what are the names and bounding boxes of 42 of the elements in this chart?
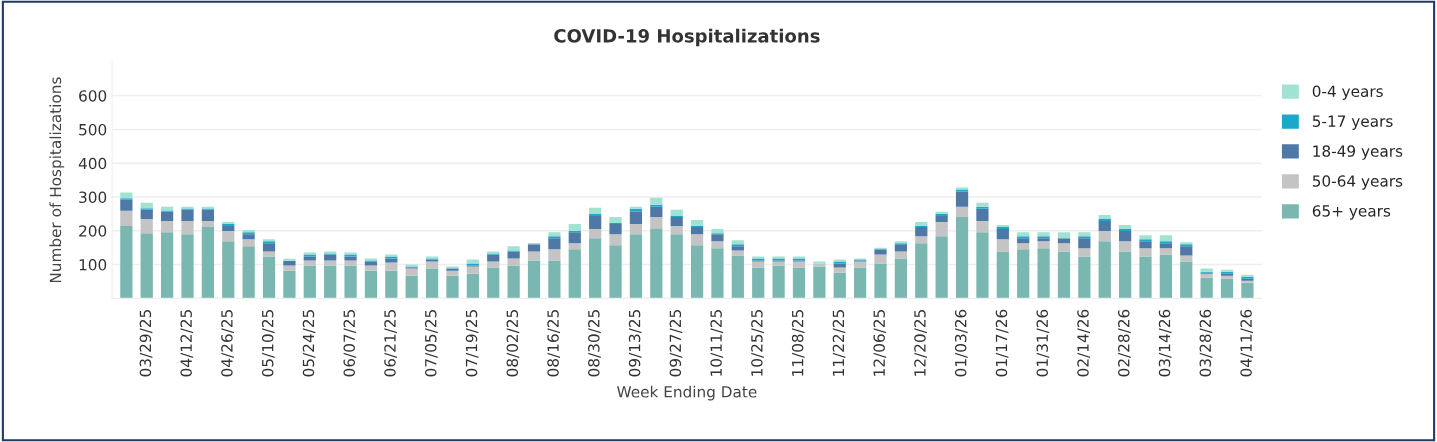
y-tick-label: 500 (79, 123, 107, 136)
x-tick-label: 09/27/25 (669, 310, 683, 377)
y-tick-label: 600 (79, 90, 107, 102)
x-tick-label: 01/03/26 (954, 309, 968, 377)
y-axis-title: Number of Hospitalizations (49, 77, 65, 283)
chart-title: COVID-19 Hospitalizations (554, 28, 820, 47)
x-tick-label: 07/05/25 (424, 310, 438, 377)
x-tick-label: 05/10/25 (261, 310, 275, 377)
x-tick-label: 05/24/25 (302, 310, 316, 377)
x-tick-label: 08/16/25 (547, 310, 561, 377)
x-tick-label: 11/22/25 (832, 310, 846, 376)
x-tick-label: 08/30/25 (588, 310, 601, 377)
x-tick-label: 04/12/25 (180, 310, 194, 377)
x-tick-label: 03/29/25 (139, 310, 153, 377)
y-tick-label: 200 (79, 225, 107, 237)
x-tick-label: 01/31/26 (1036, 309, 1050, 377)
x-tick-label: 06/07/25 (343, 310, 357, 377)
x-tick-label: 02/28/26 (1118, 309, 1131, 377)
legend-label: 18-49 years (1313, 145, 1403, 160)
x-tick-label: 09/13/25 (628, 310, 642, 377)
x-tick-label: 04/11/26 (1240, 309, 1254, 377)
x-tick-label: 08/02/25 (506, 310, 520, 377)
x-axis-title: Week Ending Date (617, 385, 757, 401)
x-tick-label: 12/06/25 (873, 310, 887, 376)
legend-label: 65+ years (1312, 205, 1391, 220)
x-tick-label: 03/28/26 (1199, 309, 1213, 377)
legend-label: 50-64 years (1312, 175, 1403, 190)
x-tick-label: 06/21/25 (384, 310, 397, 377)
x-tick-label: 10/25/25 (751, 310, 764, 376)
y-tick-label: 100 (79, 259, 107, 271)
x-tick-label: 01/17/26 (995, 309, 1009, 377)
y-tick-label: 300 (79, 191, 107, 204)
x-tick-label: 03/14/26 (1158, 309, 1172, 377)
x-tick-label: 12/20/25 (914, 310, 927, 376)
x-tick-label: 02/14/26 (1077, 309, 1090, 377)
x-tick-label: 10/11/25 (710, 310, 724, 376)
legend-label: 0-4 years (1312, 85, 1383, 100)
x-tick-label: 04/26/25 (221, 310, 234, 377)
x-tick-label: 07/19/25 (465, 310, 479, 377)
y-tick-label: 400 (78, 157, 107, 170)
x-tick-label: 11/08/25 (791, 310, 805, 376)
legend-label: 5-17 years (1312, 115, 1393, 130)
